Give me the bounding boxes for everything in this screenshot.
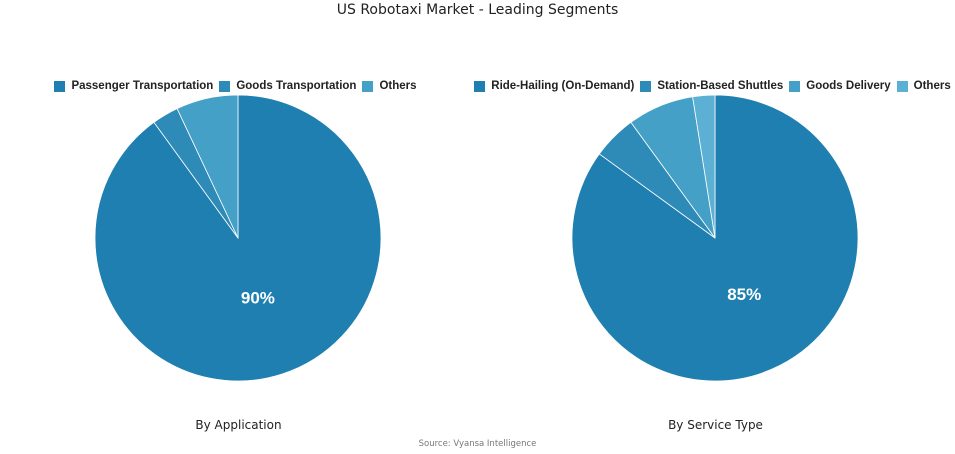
application-pie-chart: 90% — [94, 94, 382, 382]
legend-swatch — [474, 80, 486, 92]
application-pie-panel: Passenger Transportation Goods Transporta… — [0, 70, 477, 440]
pie-data-label-ride-hailing-on-demand: 85% — [727, 285, 761, 304]
legend-swatch — [896, 80, 908, 92]
service-type-legend: Ride-Hailing (On-Demand) Station-Based Sh… — [474, 80, 954, 92]
legend-label: Others — [379, 80, 417, 92]
service-type-pie-title: By Service Type — [668, 418, 763, 432]
legend-swatch — [362, 80, 374, 92]
legend-item-ride-hailing-on-demand: Ride-Hailing (On-Demand) — [474, 80, 634, 92]
legend-label: Goods Delivery — [806, 80, 891, 92]
pie-data-label-passenger-transportation: 90% — [241, 289, 275, 308]
legend-item-passenger-transportation: Passenger Transportation — [54, 80, 213, 92]
legend-swatch — [640, 80, 652, 92]
legend-item-others: Others — [362, 80, 417, 92]
legend-item-goods-delivery: Goods Delivery — [789, 80, 891, 92]
legend-label: Passenger Transportation — [71, 80, 214, 92]
legend-label: Station-Based Shuttles — [657, 80, 784, 92]
application-legend: Passenger Transportation Goods Transporta… — [0, 80, 477, 92]
application-pie-title: By Application — [195, 418, 282, 432]
legend-label: Others — [913, 80, 951, 92]
legend-label: Goods Transportation — [236, 80, 357, 92]
legend-item-station-based-shuttles: Station-Based Shuttles — [640, 80, 783, 92]
chart-title: US Robotaxi Market - Leading Segments — [336, 2, 619, 18]
legend-swatch — [219, 80, 231, 92]
legend-item-others: Others — [896, 80, 951, 92]
service-type-pie-panel: Ride-Hailing (On-Demand) Station-Based Sh… — [474, 70, 954, 440]
source-note: Source: Vyansa Intelligence — [418, 439, 537, 449]
legend-item-goods-transportation: Goods Transportation — [219, 80, 356, 92]
pie-slice-ride-hailing-on-demand — [571, 94, 859, 382]
legend-swatch — [789, 80, 801, 92]
legend-swatch — [54, 80, 66, 92]
service-type-pie-chart: 85% — [571, 94, 859, 382]
pie-slice-others — [692, 94, 716, 239]
legend-label: Ride-Hailing (On-Demand) — [491, 80, 635, 92]
pie-slice-others — [176, 94, 239, 239]
